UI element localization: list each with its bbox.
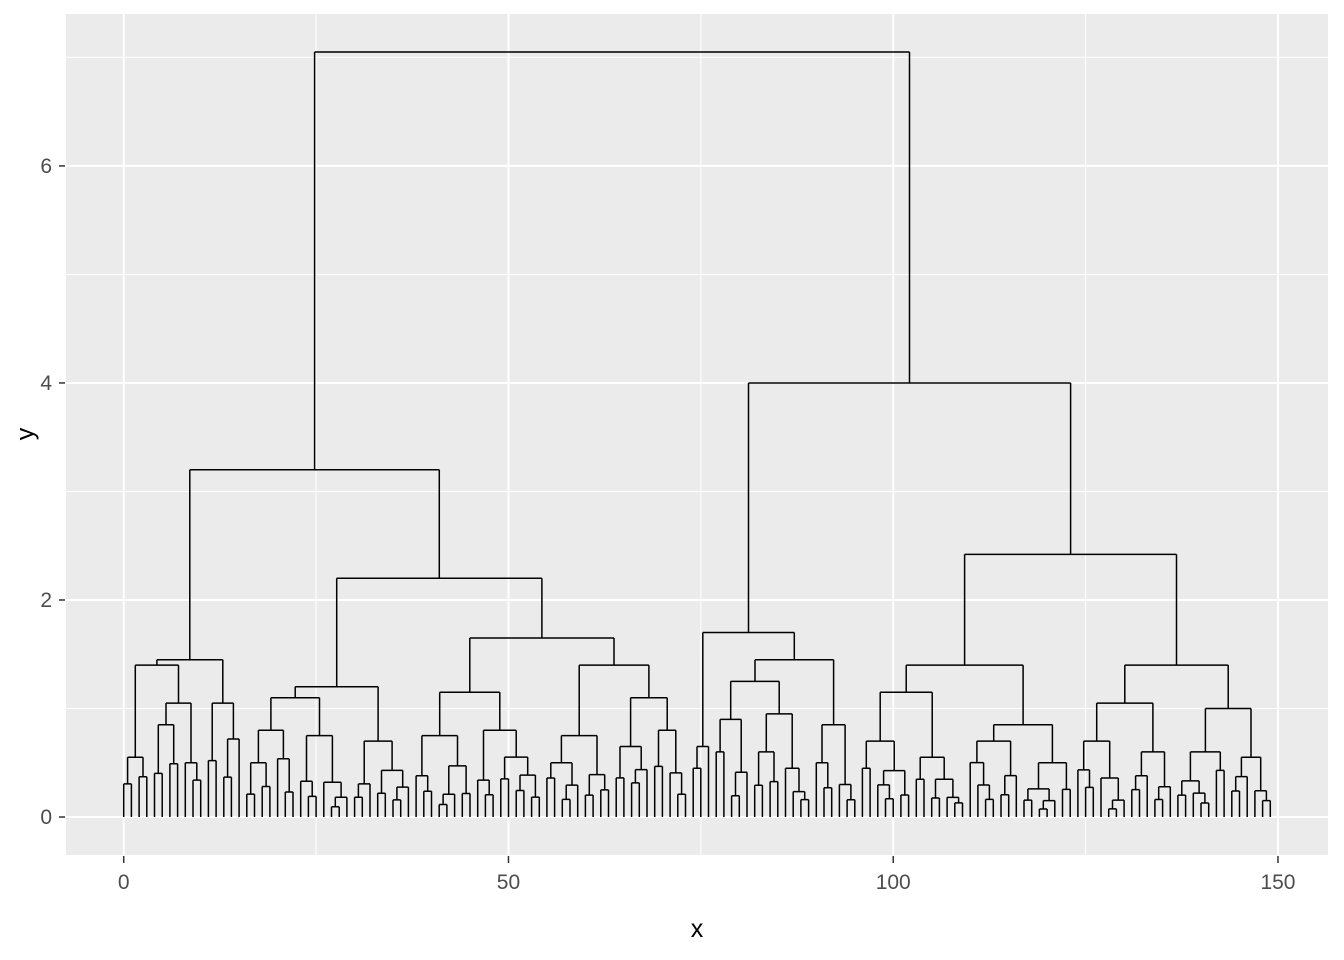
x-tick-label: 50 — [497, 871, 520, 894]
x-tick-label: 0 — [118, 871, 130, 894]
y-tick-label: 6 — [40, 155, 52, 178]
y-tick-label: 4 — [40, 372, 52, 395]
dendrogram-segments — [122, 51, 1272, 817]
x-tick-label: 150 — [1260, 871, 1295, 894]
y-axis-title: y — [11, 427, 40, 441]
x-axis-title: x — [690, 915, 704, 943]
y-tick-label: 2 — [40, 589, 52, 612]
y-tick-label: 0 — [40, 806, 52, 829]
x-tick-label: 100 — [876, 871, 911, 894]
plot-panel — [66, 14, 1328, 855]
